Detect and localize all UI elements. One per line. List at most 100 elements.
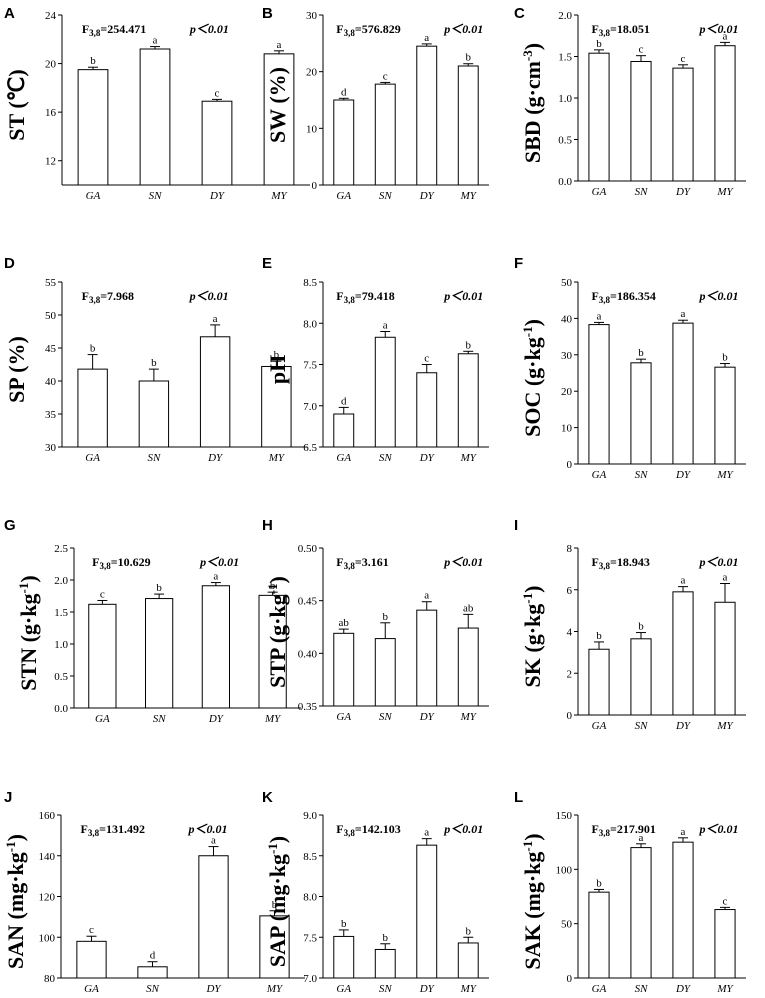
significance-letter: b — [90, 55, 96, 67]
f-statistic: F3,8=131.492 — [81, 822, 145, 838]
significance-letter: b — [90, 343, 96, 355]
x-tick-label: GA — [84, 983, 99, 995]
x-tick-label: GA — [336, 190, 351, 202]
y-tick-label: 55 — [45, 277, 57, 289]
bar-ga — [333, 632, 355, 707]
bar-sn — [630, 638, 652, 716]
y-axis-title: SAN (mg·kg-1) — [3, 834, 28, 969]
x-tick-label: DY — [419, 711, 436, 723]
p-value: p＜0.01 — [188, 822, 228, 836]
x-tick-label: MY — [716, 983, 734, 995]
panel-letter: E — [262, 255, 272, 272]
panel-f: F 0 10 20 30 40 50 SOC (g·kg-1) F3,8=186.354 p＜0.… — [514, 255, 746, 481]
significance-letter: b — [722, 352, 728, 364]
y-axis-title: SBD (g·cm-3) — [520, 43, 545, 163]
f-statistic: F3,8=18.051 — [591, 22, 649, 38]
x-tick-label: SN — [149, 190, 163, 202]
f-statistic: F3,8=142.103 — [336, 822, 400, 838]
x-tick-label: GA — [592, 186, 607, 198]
bar-sn — [374, 83, 396, 186]
x-tick-label: SN — [379, 452, 393, 464]
significance-letter: ab — [463, 602, 474, 614]
significance-letter: a — [424, 32, 429, 44]
p-value: p＜0.01 — [443, 289, 483, 303]
y-tick-label: 0.35 — [298, 701, 318, 713]
y-tick-label: 9.0 — [303, 810, 317, 822]
significance-letter: d — [341, 86, 347, 98]
bar-dy — [672, 67, 694, 182]
bar-my — [457, 65, 479, 186]
y-tick-label: 6 — [567, 585, 573, 597]
panel-letter: L — [514, 789, 523, 806]
y-tick-label: 0.40 — [298, 648, 318, 660]
x-tick-label: DY — [675, 469, 692, 481]
x-tick-label: MY — [460, 190, 478, 202]
x-tick-label: MY — [270, 190, 288, 202]
bar-my — [714, 366, 736, 465]
significance-letter: b — [274, 349, 280, 361]
x-tick-label: MY — [460, 711, 478, 723]
f-statistic: F3,8=186.354 — [591, 289, 655, 305]
y-tick-label: 1.5 — [558, 52, 572, 64]
significance-letter: b — [596, 38, 602, 50]
bar-ga — [77, 368, 108, 448]
y-axis-title: SK (g·kg-1) — [520, 586, 545, 688]
bar-sn — [138, 380, 170, 448]
y-axis-title: SP (%) — [4, 336, 29, 403]
bar-dy — [199, 336, 231, 448]
bar-my — [714, 909, 736, 979]
x-tick-label: GA — [592, 983, 607, 995]
x-tick-label: DY — [675, 983, 692, 995]
y-tick-label: 10 — [306, 123, 318, 135]
p-value: p＜0.01 — [698, 289, 738, 303]
significance-letter: c — [723, 895, 728, 907]
significance-letter: a — [424, 590, 429, 602]
p-value: p＜0.01 — [189, 22, 229, 36]
significance-letter: b — [151, 357, 157, 369]
panel-letter: I — [514, 517, 518, 534]
panel-letter: B — [262, 5, 273, 22]
y-tick-label: 0 — [567, 973, 573, 985]
y-tick-label: 0 — [567, 710, 573, 722]
bar-ga — [88, 603, 117, 709]
panel-letter: G — [4, 517, 16, 534]
y-tick-label: 50 — [561, 277, 573, 289]
panel-e: E 6.5 7.0 7.5 8.0 8.5 pH F3,8=79.418 p＜0.01 d GA a S… — [262, 255, 489, 464]
significance-letter: a — [639, 832, 644, 844]
y-tick-label: 120 — [39, 892, 56, 904]
y-tick-label: 0 — [312, 180, 318, 192]
panel-k: K 7.0 7.5 8.0 8.5 9.0 SAP (mg·kg-1) F3,8=142.10… — [262, 789, 489, 995]
y-tick-label: 0.45 — [298, 596, 318, 608]
bar-sn — [374, 336, 396, 448]
significance-letter: a — [723, 571, 728, 583]
significance-letter: a — [597, 310, 602, 322]
y-tick-label: 30 — [306, 10, 318, 22]
y-axis-title: SW (%) — [265, 67, 290, 143]
y-tick-label: 30 — [561, 350, 573, 362]
x-tick-label: GA — [85, 452, 100, 464]
bar-dy — [672, 591, 694, 716]
bar-sn — [137, 966, 168, 979]
significance-letter: a — [681, 575, 686, 587]
y-axis-title: ST (℃) — [4, 69, 29, 140]
y-tick-label: 1.0 — [54, 639, 68, 651]
y-tick-label: 2.5 — [54, 543, 68, 555]
p-value: p＜0.01 — [443, 555, 483, 569]
significance-letter: c — [100, 588, 105, 600]
x-tick-label: DY — [675, 720, 692, 732]
x-tick-label: DY — [419, 452, 436, 464]
x-tick-label: MY — [268, 452, 286, 464]
panel-j: J 80 100 120 140 160 SAN (mg·kg-1) F3,8=131.492… — [3, 789, 305, 995]
y-axis-title: STP (g·kg-1) — [265, 576, 290, 688]
y-tick-label: 0.5 — [558, 135, 572, 147]
significance-letter: b — [466, 925, 472, 937]
significance-letter: b — [596, 877, 602, 889]
significance-letter: a — [277, 39, 282, 51]
y-tick-label: 6.5 — [303, 442, 317, 454]
y-tick-label: 8.0 — [303, 892, 317, 904]
x-tick-label: SN — [147, 452, 161, 464]
x-tick-label: MY — [460, 983, 478, 995]
y-tick-label: 80 — [44, 973, 56, 985]
significance-letter: a — [213, 313, 218, 325]
y-axis-title: pH — [265, 355, 290, 384]
